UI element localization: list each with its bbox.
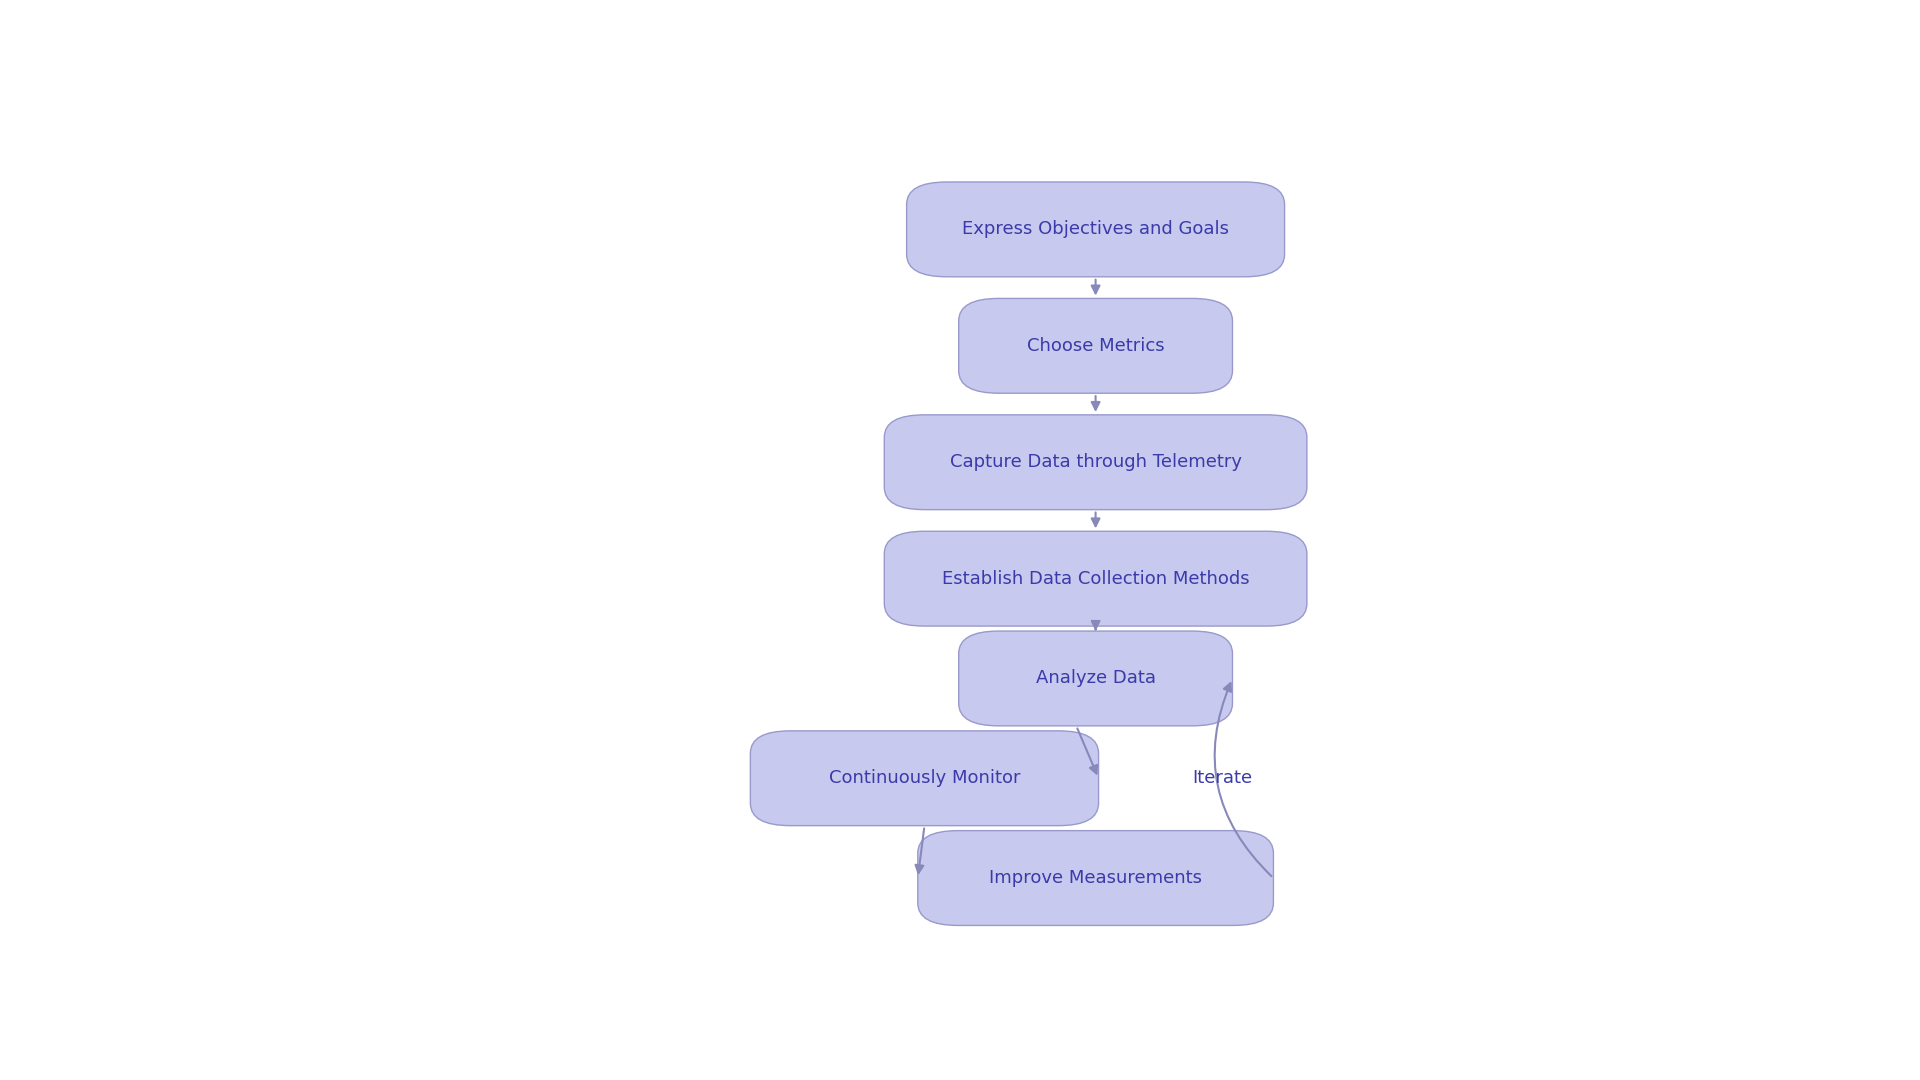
Text: Capture Data through Telemetry: Capture Data through Telemetry [950, 454, 1242, 471]
Text: Improve Measurements: Improve Measurements [989, 869, 1202, 887]
Text: Continuously Monitor: Continuously Monitor [829, 769, 1020, 787]
FancyBboxPatch shape [885, 531, 1308, 626]
FancyArrowPatch shape [1215, 684, 1271, 876]
Text: Express Objectives and Goals: Express Objectives and Goals [962, 220, 1229, 239]
Text: Establish Data Collection Methods: Establish Data Collection Methods [943, 569, 1250, 588]
FancyBboxPatch shape [958, 631, 1233, 726]
FancyBboxPatch shape [751, 731, 1098, 825]
FancyBboxPatch shape [906, 183, 1284, 276]
Text: Analyze Data: Analyze Data [1035, 670, 1156, 688]
FancyBboxPatch shape [885, 415, 1308, 510]
FancyArrowPatch shape [916, 828, 924, 873]
FancyArrowPatch shape [1077, 728, 1096, 773]
Text: Choose Metrics: Choose Metrics [1027, 337, 1164, 355]
FancyBboxPatch shape [918, 831, 1273, 926]
FancyBboxPatch shape [958, 298, 1233, 393]
Text: Iterate: Iterate [1192, 769, 1252, 787]
